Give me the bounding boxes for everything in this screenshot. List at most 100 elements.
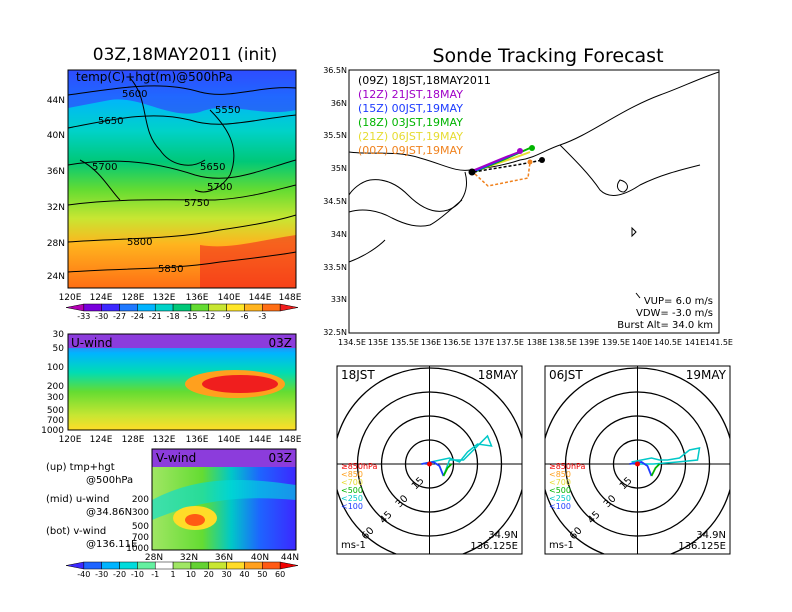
lon-tick: 148E [279, 435, 302, 445]
lon-tick: 135E [368, 338, 388, 347]
lat-tick: 33.5N [323, 263, 347, 272]
colorbar-cell [262, 303, 281, 312]
lat-tick: 34N [331, 230, 347, 239]
lat-tick: 36N [47, 167, 65, 177]
note-bot-2: @136.11E [86, 539, 137, 550]
lat-axis: 28N 32N 36N 40N 44N [145, 553, 299, 563]
hodograph-trace [421, 434, 493, 477]
lon-tick: 144E [249, 293, 272, 303]
lat-tick: 33N [331, 295, 347, 304]
contour-label: 5750 [184, 198, 209, 209]
colorbar-cell [244, 303, 263, 312]
colorbar-label: -1 [151, 570, 159, 579]
level-legend-item: <500 [549, 486, 571, 495]
note-bot-1: (bot) v-wind [46, 526, 106, 537]
level-tick: 1000 [126, 544, 149, 554]
level-legend-item: <700 [549, 478, 571, 487]
colorbar-label: -21 [149, 312, 162, 321]
warm-area [200, 235, 296, 288]
colorbar-500hpa: -33 -30 -27 -24 -21 -18 -15 -12 -9 -6 -3 [65, 303, 299, 321]
colorbar-label: 50 [257, 570, 267, 579]
lon-tick: 138E [527, 338, 547, 347]
lon-tick: 120E [59, 435, 82, 445]
lon-tick: 136E [421, 338, 441, 347]
lat-tick: 32.5N [323, 328, 347, 337]
lat-axis: 44N 40N 36N 32N 28N 24N [47, 96, 65, 282]
lat-tick: 36.5N [323, 66, 347, 75]
level-tick: 1000 [41, 426, 64, 436]
colorbar-cell [208, 303, 227, 312]
colorbar-cell [119, 561, 138, 570]
colorbar-cell [172, 561, 192, 570]
level-tick: 200 [47, 382, 64, 392]
lon-tick: 139.5E [602, 338, 630, 347]
hodograph-trace [631, 447, 701, 465]
track-00z [474, 161, 531, 187]
hodograph-lat: 34.9N [696, 530, 726, 541]
lon-tick: 148E [279, 293, 302, 303]
track-map: 36.5N 36N 35.5N 35N 34.5N 34N 33.5N 33N … [323, 66, 733, 347]
hodograph-date: 18MAY [478, 368, 519, 382]
panel-500hpa: 5600 5550 5650 5650 5700 5700 5750 5800 … [47, 69, 302, 321]
lon-tick: 120E [59, 293, 82, 303]
lat-tick: 36N [215, 553, 233, 563]
level-tick: 300 [47, 393, 64, 403]
launch-point-icon [468, 168, 476, 176]
lat-tick: 44N [47, 96, 65, 106]
colorbar-cell [226, 303, 245, 312]
lat-tick: 28N [47, 239, 65, 249]
colorbar-cell [208, 561, 227, 570]
level-axis: 200 300 500 700 1000 [126, 495, 149, 554]
level-tick: 100 [47, 363, 64, 373]
lon-tick: 128E [122, 293, 145, 303]
colorbar-label: -20 [113, 570, 126, 579]
colorbar-cell [244, 561, 263, 570]
lon-tick: 132E [153, 435, 176, 445]
colorbar-cell [137, 561, 156, 570]
level-legend-item: ≥850hPa [341, 462, 378, 471]
lon-axis: 134.5E 135E 135.5E 136E 136.5E 137E 137.… [338, 338, 733, 347]
colorbar-cell [83, 303, 102, 312]
lon-tick: 140E [218, 293, 241, 303]
colorbar-cell [101, 561, 120, 570]
map-frame [348, 69, 720, 334]
lat-axis: 36.5N 36N 35.5N 35N 34.5N 34N 33.5N 33N … [323, 66, 347, 337]
contour-label: 5700 [207, 182, 232, 193]
colorbar-label: -12 [202, 312, 215, 321]
lat-tick: 24N [47, 272, 65, 282]
hodograph-date: 19MAY [686, 368, 727, 382]
level-legend-item: <700 [341, 478, 363, 487]
contour-label-group: 5600 5550 5650 5650 5700 5700 5750 5800 … [92, 89, 240, 275]
level-tick: 50 [53, 344, 65, 354]
lat-tick: 34.5N [323, 197, 347, 206]
colorbar-cell [137, 303, 156, 312]
level-tick: 500 [47, 406, 64, 416]
colorbar-cell [65, 561, 85, 570]
lat-tick: 35.5N [323, 131, 347, 140]
hodograph-origin [427, 461, 432, 467]
vwind-title: V-wind [156, 451, 196, 465]
lon-tick: 136.5E [443, 338, 471, 347]
upper-band [152, 449, 296, 467]
jet-core [202, 375, 278, 393]
hodograph-origin [635, 461, 640, 467]
main-title: Sonde Tracking Forecast [432, 45, 663, 67]
lon-tick: 128E [122, 435, 145, 445]
panel-vwind: V-wind 03Z 200 300 500 700 1000 28N 32N … [65, 448, 299, 579]
colorbar-cell [65, 303, 85, 312]
panel-uwind: U-wind 03Z 30 50 100 200 300 500 700 100… [41, 330, 302, 445]
vwind-core [185, 514, 205, 526]
panel-frame [67, 69, 297, 289]
vwind-feature [152, 480, 296, 520]
colorbar-cell [190, 303, 210, 312]
contour-label: 5600 [122, 89, 147, 100]
contour-label: 5650 [98, 116, 123, 127]
hodograph-trace-mid [650, 463, 661, 477]
lon-tick: 132E [153, 293, 176, 303]
track-endpoints [468, 145, 545, 176]
colorbar-label: -9 [223, 312, 231, 321]
lon-tick: 135.5E [391, 338, 419, 347]
level-legend-item: <500 [341, 486, 363, 495]
